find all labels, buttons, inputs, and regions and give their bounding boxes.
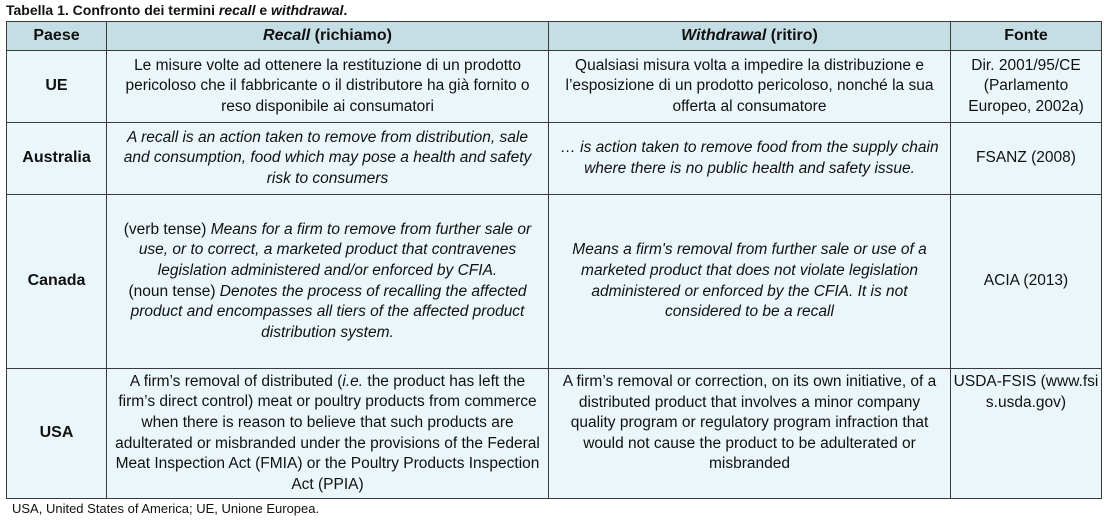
- cell-fonte-australia: FSANZ (2008): [950, 122, 1102, 195]
- recall-noun-label: (noun tense): [128, 282, 216, 300]
- caption-prefix: Tabella 1. Confronto dei termini: [6, 2, 219, 18]
- caption-suffix: .: [343, 2, 348, 18]
- cell-withdrawal-ue: Qualsiasi misura volta a impedire la dis…: [548, 50, 951, 123]
- cell-recall-canada: (verb tense) Means for a firm to remove …: [106, 194, 549, 369]
- cell-withdrawal-canada: Means a firm's removal from further sale…: [548, 194, 951, 369]
- recall-verb-label: (verb tense): [123, 220, 207, 238]
- comparison-table: Paese Recall (richiamo) Withdrawal (riti…: [6, 21, 1102, 499]
- caption-mid: e: [255, 2, 272, 18]
- recall-noun-text: Denotes the process of recalling the aff…: [130, 282, 527, 341]
- cell-withdrawal-australia: … is action taken to remove food from th…: [548, 122, 951, 195]
- recall-verb-text: Means for a firm to remove from further …: [138, 220, 532, 279]
- cell-paese-ue: UE: [6, 50, 107, 123]
- cell-fonte-canada: ACIA (2013): [950, 194, 1102, 369]
- header-row: Paese Recall (richiamo) Withdrawal (riti…: [6, 21, 1102, 51]
- cell-recall-australia: A recall is an action taken to remove fr…: [106, 122, 549, 195]
- caption-term-withdrawal: withdrawal: [271, 2, 344, 18]
- header-fonte: Fonte: [950, 21, 1102, 51]
- recall-usa-part-a: A firm’s removal of distributed (: [129, 372, 343, 390]
- header-withdrawal-term: Withdrawal: [681, 26, 767, 44]
- header-recall-term: Recall: [263, 26, 311, 44]
- header-recall: Recall (richiamo): [106, 21, 549, 51]
- cell-paese-australia: Australia: [6, 122, 107, 195]
- cell-paese-canada: Canada: [6, 194, 107, 369]
- cell-recall-usa: A firm’s removal of distributed (i.e. th…: [106, 368, 549, 499]
- recall-usa-ie: i.e.: [342, 372, 364, 390]
- table-row-usa: USA A firm’s removal of distributed (i.e…: [6, 368, 1102, 499]
- table-row-canada: Canada (verb tense) Means for a firm to …: [6, 194, 1102, 369]
- cell-fonte-usa: USDA-FSIS (www.fsis.usda.gov): [950, 368, 1102, 499]
- recall-usa-part-b: the product has left the firm’s direct c…: [115, 372, 540, 493]
- header-withdrawal-translation: (ritiro): [766, 26, 818, 44]
- header-recall-translation: (richiamo): [310, 26, 392, 44]
- caption-term-recall: recall: [218, 2, 256, 18]
- cell-paese-usa: USA: [6, 368, 107, 499]
- cell-recall-ue: Le misure volte ad ottenere la restituzi…: [106, 50, 549, 123]
- cell-fonte-ue: Dir. 2001/95/CE (Parlamento Europeo, 200…: [950, 50, 1102, 123]
- cell-withdrawal-usa: A firm’s removal or correction, on its o…: [548, 368, 951, 499]
- header-paese: Paese: [6, 21, 107, 51]
- table-row-australia: Australia A recall is an action taken to…: [6, 122, 1102, 195]
- header-withdrawal: Withdrawal (ritiro): [548, 21, 951, 51]
- table-caption: Tabella 1. Confronto dei termini recall …: [6, 2, 347, 18]
- table-footnote: USA, United States of America; UE, Union…: [12, 501, 320, 516]
- table-row-ue: UE Le misure volte ad ottenere la restit…: [6, 50, 1102, 123]
